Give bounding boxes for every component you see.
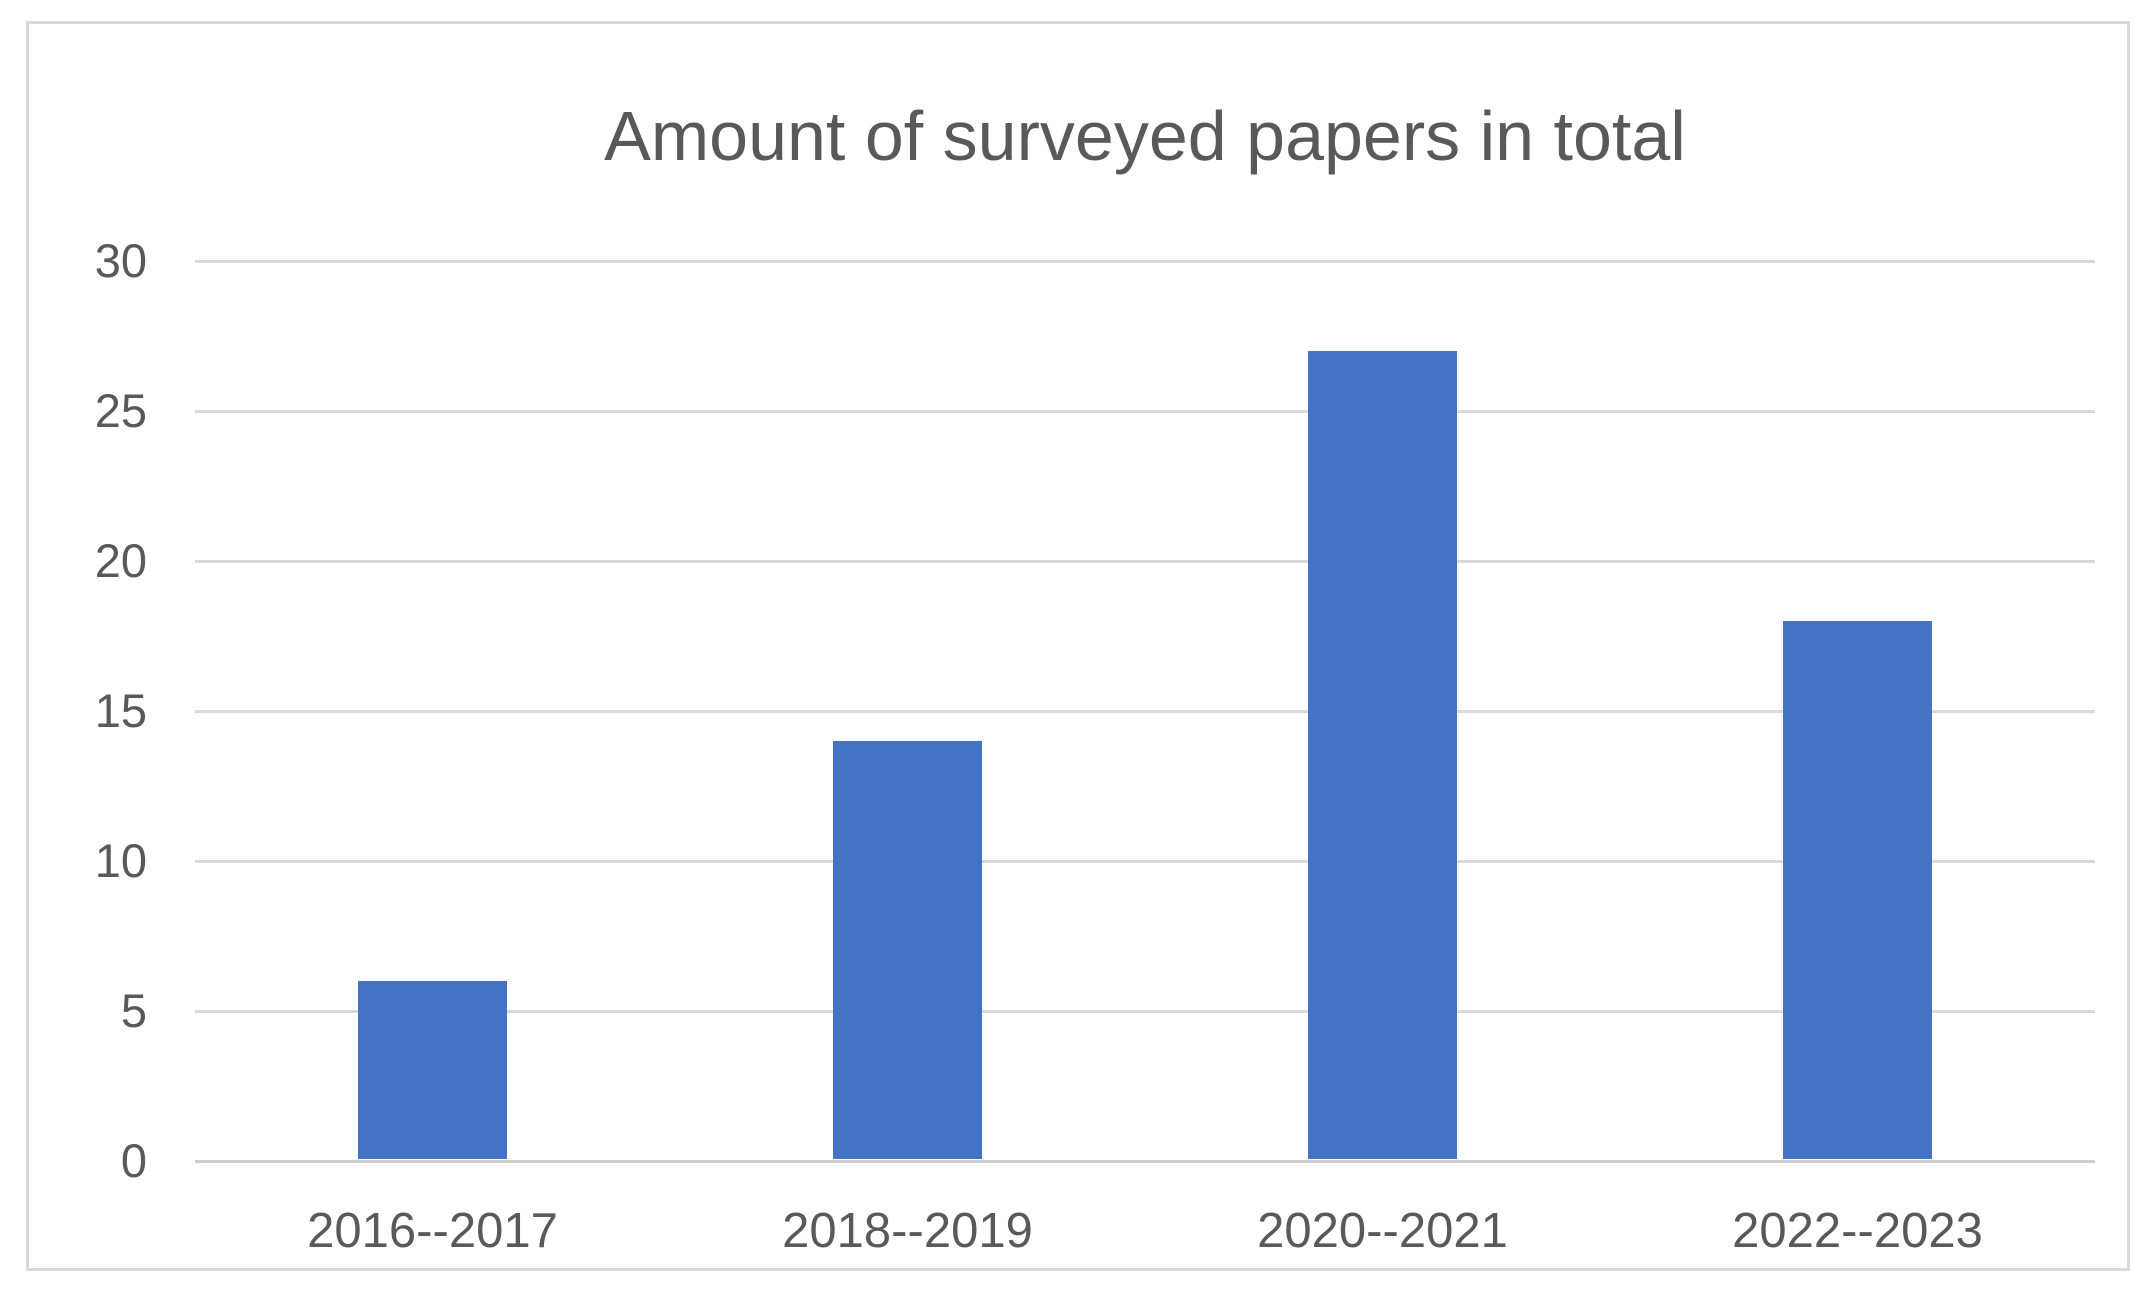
- y-tick-label: 5: [120, 984, 147, 1037]
- bar-2018--2019: [833, 741, 982, 1159]
- y-tick-label: 30: [94, 234, 147, 287]
- x-category-label: 2020--2021: [1257, 1204, 1508, 1258]
- gridline: [195, 860, 2095, 863]
- bar-2016--2017: [358, 981, 507, 1159]
- x-category-label: 2016--2017: [307, 1204, 558, 1258]
- x-category-label: 2022--2023: [1732, 1204, 1983, 1258]
- bar-2020--2021: [1308, 351, 1457, 1159]
- chart-frame: Amount of surveyed papers in total 0 5 10 1…: [26, 21, 2130, 1271]
- y-tick-label: 25: [94, 384, 147, 437]
- x-axis-line: [195, 1160, 2095, 1163]
- gridline: [195, 560, 2095, 563]
- gridline: [195, 260, 2095, 263]
- chart-title: Amount of surveyed papers in total: [604, 97, 1686, 175]
- x-category-label: 2018--2019: [782, 1204, 1033, 1258]
- y-tick-label: 0: [120, 1134, 147, 1187]
- y-tick-label: 10: [94, 834, 147, 887]
- y-tick-label: 15: [94, 684, 147, 737]
- y-tick-label: 20: [94, 534, 147, 587]
- gridline: [195, 1010, 2095, 1013]
- bar-2022--2023: [1783, 621, 1932, 1159]
- gridline: [195, 410, 2095, 413]
- gridline: [195, 710, 2095, 713]
